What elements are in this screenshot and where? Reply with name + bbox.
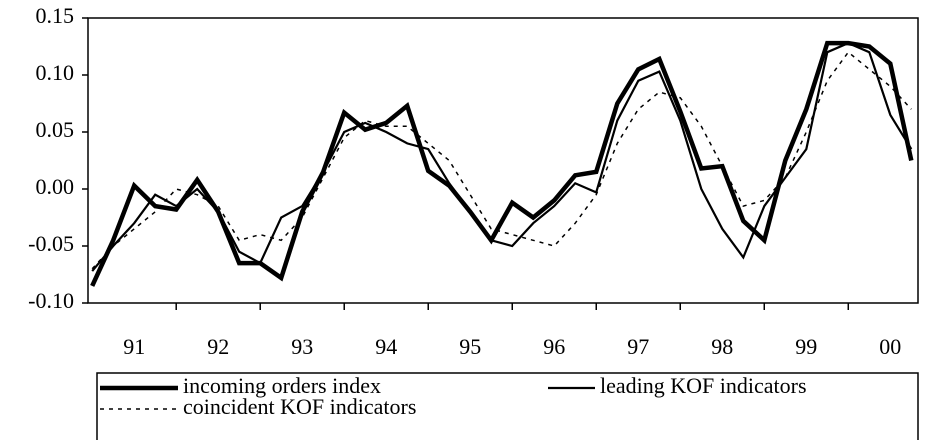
legend-label: leading KOF indicators	[600, 373, 807, 398]
legend-box	[96, 372, 919, 440]
plot-frame	[87, 17, 919, 304]
x-tick-label: 93	[291, 334, 313, 359]
legend-label: incoming orders index	[183, 373, 381, 398]
y-tick-label: -0.05	[28, 231, 74, 256]
x-tick-label: 00	[879, 334, 901, 359]
x-tick-label: 96	[543, 334, 565, 359]
y-tick-label: 0.00	[36, 174, 75, 199]
x-tick-label: 97	[627, 334, 649, 359]
series-line	[91, 51, 912, 270]
x-tick-label: 98	[711, 334, 733, 359]
x-tick-label: 91	[123, 334, 145, 359]
series-line	[90, 40, 914, 287]
y-tick-label: -0.10	[28, 288, 74, 313]
y-tick-label: 0.15	[36, 3, 75, 28]
y-tick-label: 0.10	[36, 60, 75, 85]
x-tick-label: 95	[459, 334, 481, 359]
x-tick-label: 99	[795, 334, 817, 359]
x-tick-label: 94	[375, 334, 397, 359]
legend-label: coincident KOF indicators	[183, 394, 416, 419]
series-line	[91, 41, 913, 272]
x-tick-label: 92	[207, 334, 229, 359]
y-tick-label: 0.05	[36, 117, 75, 142]
